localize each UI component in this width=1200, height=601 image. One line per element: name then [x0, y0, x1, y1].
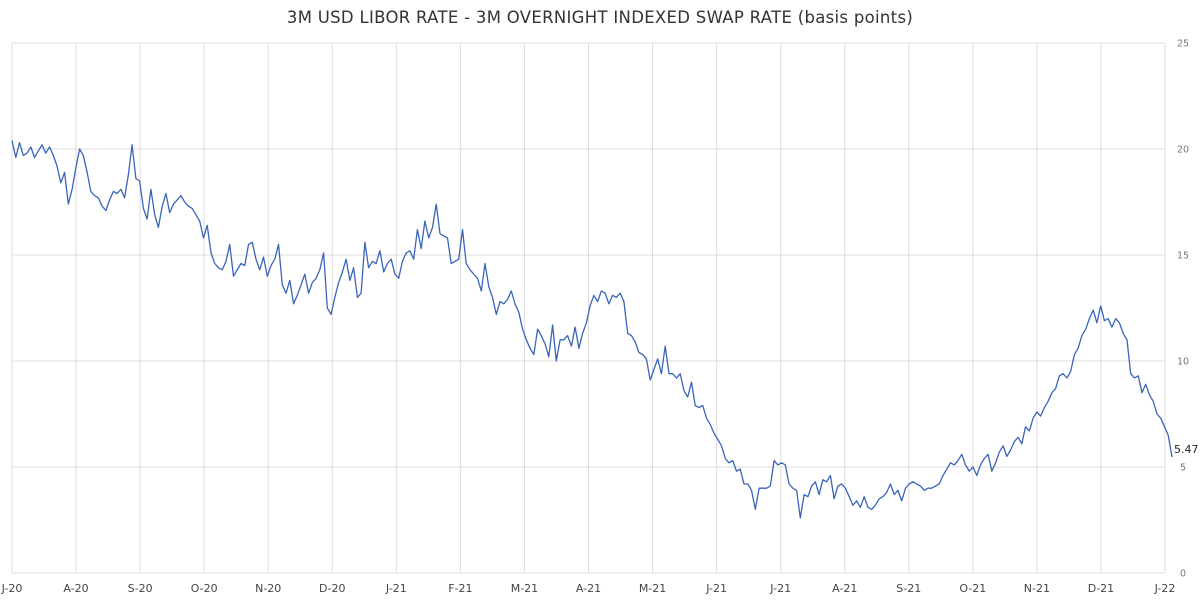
axis-layer: 0 5 10 15 20 25 J-20 A-20 S-20 O-20 N-20 D-20 J-21 F-…: [1, 39, 1189, 596]
x-tick-label: N-20: [255, 582, 281, 595]
y-tick-label: 5: [1180, 463, 1186, 474]
x-tick-label: S-21: [896, 582, 921, 595]
x-tick-label: J-22: [1154, 582, 1176, 595]
x-tick-label: D-20: [319, 582, 345, 595]
x-tick-label: D-21: [1088, 582, 1114, 595]
x-tick-label: N-21: [1024, 582, 1050, 595]
x-tick-label: M-21: [511, 582, 538, 595]
x-tick-label: J-20: [1, 582, 23, 595]
x-tick-label: M-21: [639, 582, 666, 595]
x-tick-label: O-20: [191, 582, 218, 595]
y-tick-label: 15: [1177, 251, 1189, 262]
x-tick-label: A-20: [63, 582, 88, 595]
label-layer: 5.47: [1174, 443, 1199, 456]
y-tick-label: 25: [1177, 39, 1189, 50]
series-line: [11, 140, 1173, 519]
series-layer: [11, 140, 1173, 519]
x-tick-label: F-21: [448, 582, 472, 595]
x-tick-label: J-21: [385, 582, 407, 595]
last-value-label: 5.47: [1174, 443, 1199, 456]
x-tick-label: S-20: [128, 582, 153, 595]
x-tick-label: O-21: [959, 582, 986, 595]
y-tick-label: 20: [1177, 145, 1189, 156]
x-tick-label: A-21: [576, 582, 601, 595]
y-tick-label: 0: [1180, 569, 1186, 580]
x-tick-label: J-21: [705, 582, 727, 595]
x-tick-label: A-21: [832, 582, 857, 595]
chart-title: 3M USD LIBOR RATE - 3M OVERNIGHT INDEXED…: [286, 8, 914, 27]
x-tick-label: J-21: [769, 582, 791, 595]
grid-layer: [11, 42, 1166, 574]
y-tick-label: 10: [1177, 357, 1189, 368]
